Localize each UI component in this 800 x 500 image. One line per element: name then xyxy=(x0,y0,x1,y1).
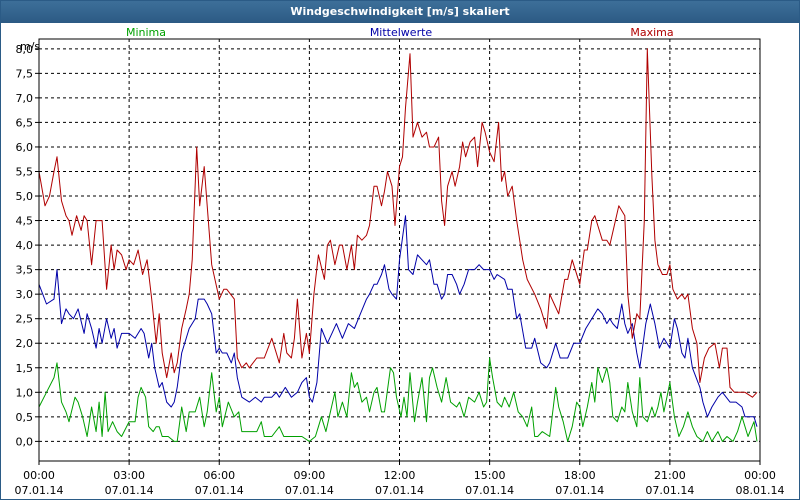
y-tick-label: 3,0 xyxy=(16,288,34,301)
y-tick-label: 3,5 xyxy=(16,264,34,277)
series-line-maxima xyxy=(38,48,758,398)
x-tick-label-date: 07.01.14 xyxy=(15,484,64,497)
x-tick-label-date: 07.01.14 xyxy=(285,484,334,497)
y-tick-label: 6,0 xyxy=(16,141,34,154)
legend-item-mittelwerte: Mittelwerte xyxy=(370,26,433,39)
x-tick-label-date: 07.01.14 xyxy=(195,484,244,497)
y-tick-label: 5,5 xyxy=(16,165,34,178)
y-tick-label: 2,0 xyxy=(16,337,34,350)
x-tick-label-date: 07.01.14 xyxy=(375,484,424,497)
y-tick-label: 0,5 xyxy=(16,411,34,424)
x-tick-label-date: 07.01.14 xyxy=(555,484,604,497)
y-tick-label: 6,5 xyxy=(16,116,34,129)
legend-item-minima: Minima xyxy=(126,26,166,39)
y-tick-label: 1,0 xyxy=(16,386,34,399)
legend-item-maxima: Maxima xyxy=(630,26,673,39)
x-tick-label-date: 08.01.14 xyxy=(736,484,785,497)
y-tick-label: 1,5 xyxy=(16,362,34,375)
window-title: Windgeschwindigkeit [m/s] skaliert xyxy=(1,1,799,23)
x-tick-label-time: 03:00 xyxy=(113,469,145,482)
y-tick-label: 2,5 xyxy=(16,313,34,326)
y-tick-label: 7,5 xyxy=(16,67,34,80)
plot-border xyxy=(38,38,761,462)
y-tick-label: 5,0 xyxy=(16,190,34,203)
y-tick-label: 8,0 xyxy=(16,43,34,56)
y-tick-label: 0,0 xyxy=(16,435,34,448)
y-tick-label: 7,0 xyxy=(16,92,34,105)
series-line-minima xyxy=(38,357,758,442)
x-tick-label-date: 07.01.14 xyxy=(105,484,154,497)
x-tick-label-time: 09:00 xyxy=(294,469,326,482)
y-axis-label: m/s xyxy=(20,40,40,53)
x-tick-label-time: 18:00 xyxy=(564,469,596,482)
y-tick-label: 4,5 xyxy=(16,215,34,228)
x-tick-label-time: 06:00 xyxy=(203,469,235,482)
x-tick-label-time: 00:00 xyxy=(744,469,776,482)
x-tick-label-time: 12:00 xyxy=(384,469,416,482)
x-tick-label-time: 15:00 xyxy=(474,469,506,482)
y-tick-label: 4,0 xyxy=(16,239,34,252)
series-line-mittelwerte xyxy=(38,215,758,427)
x-tick-label-time: 00:00 xyxy=(23,469,55,482)
x-tick-label-time: 21:00 xyxy=(654,469,686,482)
x-tick-label-date: 07.01.14 xyxy=(465,484,514,497)
x-tick-label-date: 07.01.14 xyxy=(645,484,694,497)
